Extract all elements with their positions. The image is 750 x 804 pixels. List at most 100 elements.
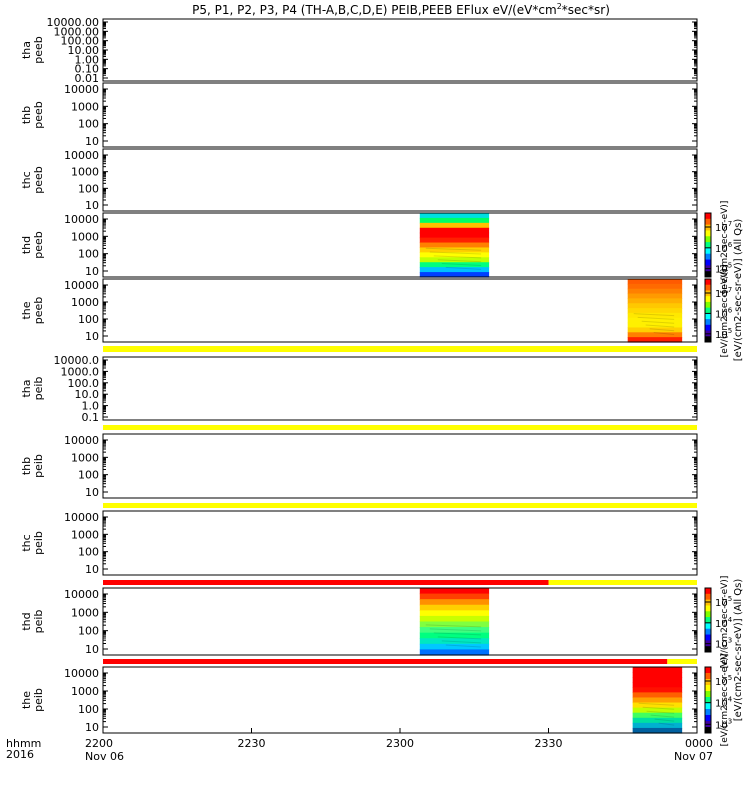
colorbar-swatch <box>705 236 711 243</box>
y-tick-label: 10000 <box>64 279 99 292</box>
y-tick-label: 1000.0 <box>61 365 100 378</box>
spectrogram-texture <box>429 251 482 255</box>
spectrogram-cell <box>632 692 683 699</box>
probe-label: tha <box>20 379 33 397</box>
product-label: peeb <box>32 297 45 325</box>
panel-thc-peib: 10000 1000 100 10 thc peib <box>20 510 698 576</box>
x-axis-corner-label: hhmm <box>6 737 41 750</box>
status-bar-segment <box>103 659 668 664</box>
colorbar-tick-exponent: 5 <box>728 595 732 603</box>
spectrogram-cell <box>419 610 490 617</box>
spectrogram-texture <box>425 247 482 251</box>
colorbar-tick-exponent: 5 <box>728 327 732 335</box>
spectrogram-texture <box>641 320 675 324</box>
y-tick-label: 1000 <box>71 685 99 698</box>
spectrogram-cell <box>632 672 683 678</box>
spectrogram-cell <box>627 322 683 329</box>
spectrogram-cell <box>419 213 490 219</box>
colorbar-swatch <box>705 691 711 698</box>
spectrogram-cell <box>632 702 683 709</box>
spectrogram-cell <box>627 327 683 333</box>
spectrogram-cell <box>419 232 490 239</box>
colorbar-swatch <box>705 271 711 278</box>
spectrogram-cell <box>632 677 683 683</box>
y-tick-label: 0.10 <box>75 63 100 76</box>
spectrogram-cell <box>419 257 490 263</box>
spectrogram-texture <box>445 644 482 648</box>
colorbar-tick-exponent: 7 <box>728 220 732 228</box>
spectrogram-cell <box>419 227 490 234</box>
spectrogram-cell <box>627 279 683 285</box>
x-tick-label: 2200 <box>85 737 113 750</box>
y-tick-label: 0.01 <box>75 72 100 85</box>
colorbar-swatch <box>705 697 711 704</box>
spectrogram-texture <box>638 702 675 706</box>
colorbar-swatch <box>705 667 711 674</box>
colorbar-swatch <box>705 715 711 722</box>
panel-frame <box>102 433 698 499</box>
colorbar-title-overlap: [eV/(cm2-sec-sr-eV)] <box>720 654 730 747</box>
spectrogram-cell <box>419 649 490 656</box>
x-axis-corner-year: 2016 <box>6 748 34 761</box>
spectrogram-cell <box>632 667 683 673</box>
colorbar-swatch <box>705 224 711 231</box>
y-tick-label: 10000 <box>64 149 99 162</box>
y-tick-label: 100 <box>78 625 99 638</box>
spectrogram-cell <box>419 217 490 224</box>
spectrogram-texture <box>425 624 482 628</box>
spectrogram-cell <box>419 252 490 258</box>
y-tick-label: 100 <box>78 313 99 326</box>
colorbar-tick-exponent: 6 <box>728 306 733 314</box>
spectrogram-cell <box>419 242 490 249</box>
y-tick-label: 1000.00 <box>54 25 100 38</box>
y-tick-label: 100 <box>78 118 99 131</box>
colorbar-swatch <box>705 605 711 612</box>
colorbar-frame <box>704 278 712 343</box>
colorbar-swatch <box>705 634 711 641</box>
colorbar-swatch <box>705 588 711 595</box>
colorbar-swatch <box>705 622 711 630</box>
status-bar-segment <box>667 659 697 664</box>
colorbar-tick-exponent: 5 <box>728 674 732 682</box>
probe-label: the <box>20 301 33 319</box>
spectrogram-cell <box>632 717 683 724</box>
y-tick-label: 10 <box>85 135 99 148</box>
y-tick-label: 10.0 <box>75 388 100 401</box>
y-tick-label: 10 <box>85 265 99 278</box>
spectrogram-texture <box>653 332 675 336</box>
colorbar-swatch <box>705 313 711 320</box>
panel-frame <box>102 212 698 278</box>
spectrogram-cell <box>627 332 683 338</box>
probe-label: thb <box>20 457 33 475</box>
spectrogram-cell <box>632 687 683 693</box>
panel-frame <box>102 356 698 421</box>
status-bar-segment <box>103 580 549 585</box>
colorbar-tick-exponent: 5 <box>728 262 732 270</box>
colorbar-frame <box>704 212 712 278</box>
colorbar-swatch <box>705 213 711 220</box>
spectrogram-cell <box>419 632 490 639</box>
spectrogram-cell <box>627 283 683 290</box>
probe-label: tha <box>20 41 33 59</box>
figure-title: P5, P1, P2, P3, P4 (TH-A,B,C,D,E) PEIB,P… <box>192 2 610 17</box>
colorbar-tick-exponent: 7 <box>728 286 732 294</box>
colorbar-title: [eV/(cm2-sec-sr-eV)] (All Qs) <box>733 579 744 722</box>
probe-label: thb <box>20 106 33 124</box>
colorbar-swatch <box>705 646 711 653</box>
product-label: peib <box>32 610 45 634</box>
spectrogram-cell <box>627 288 683 295</box>
x-tick-label: 2300 <box>386 737 414 750</box>
spectrogram-cell <box>632 712 683 719</box>
colorbar-swatch <box>705 301 711 309</box>
colorbar-swatch <box>705 247 711 255</box>
status-bar-segment <box>103 425 697 430</box>
x-tick-label: 0000 <box>685 737 713 750</box>
panel-frame <box>102 18 698 82</box>
y-tick-label: 1.0 <box>82 400 100 413</box>
spectrogram-texture <box>437 259 482 263</box>
y-tick-label: 1000 <box>71 528 99 541</box>
panel-thd-peeb: 10000 1000 100 10 thd peeb <box>20 212 698 278</box>
colorbar-swatch <box>705 242 711 249</box>
